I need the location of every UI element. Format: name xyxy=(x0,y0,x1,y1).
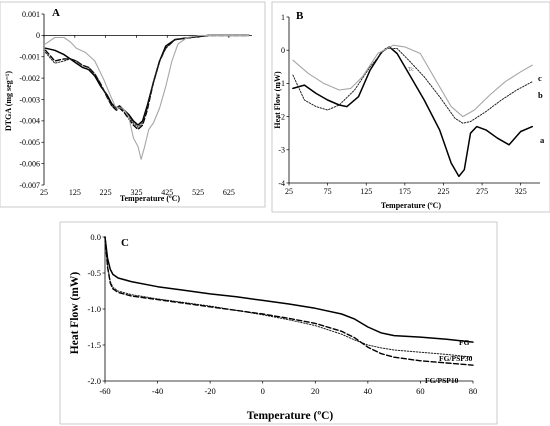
panel-b-yticks: 1 0 -1 -2 -3 -4 xyxy=(278,13,289,188)
series-line-fg-psp30 xyxy=(104,236,474,358)
panel-a-xlabel: Temperature (ºC) xyxy=(120,194,181,203)
panel-a-yticks: 0.001 0 -0.001 -0.002 -0.003 -0.004 -0.005 -0.0… xyxy=(19,10,44,190)
y-tick-label: -4 xyxy=(278,179,285,188)
series-line-fg-psp10 xyxy=(104,236,474,366)
panel-a-label: A xyxy=(52,7,60,19)
series-line-c xyxy=(292,44,533,118)
series-line-3 xyxy=(45,34,250,128)
panel-b-ylabel: Heat Flow (mW) xyxy=(273,71,282,129)
x-tick-label: 75 xyxy=(324,187,332,196)
panel-b-label: B xyxy=(296,10,304,22)
panel-c-xlabel: Temperature (ºC) xyxy=(247,410,334,422)
x-tick-label: 225 xyxy=(437,187,449,196)
series-line-a xyxy=(292,46,534,178)
series-label-fg-psp30: FG/PSP30 xyxy=(439,354,473,363)
series-label-b: b xyxy=(538,90,543,100)
panel-c-ylabel: Heat Flow (mW) xyxy=(69,272,81,355)
panel-c-label: C xyxy=(121,237,129,249)
x-tick-label: -40 xyxy=(152,386,163,396)
y-tick-label: 0 xyxy=(281,46,285,55)
panel-c-frame xyxy=(59,221,498,425)
y-tick-label: -0.003 xyxy=(19,95,40,104)
y-tick-label: 1 xyxy=(281,13,285,22)
x-tick-label: 60 xyxy=(416,386,425,396)
y-tick-label: -0.002 xyxy=(19,74,40,83)
y-tick-label: -0.007 xyxy=(19,181,40,190)
x-tick-label: 625 xyxy=(223,188,235,197)
panel-c-series xyxy=(104,236,474,366)
panel-a-frame xyxy=(0,1,266,208)
y-tick-label: -3 xyxy=(278,146,285,155)
panel-a-series xyxy=(44,34,250,160)
y-tick-label: -0.5 xyxy=(88,268,101,278)
panel-b-series-labels: a bc xyxy=(538,73,545,145)
x-tick-label: 25 xyxy=(285,187,293,196)
panel-b-series xyxy=(292,44,534,178)
y-tick-label: -1.0 xyxy=(88,304,101,314)
panel-c-series-labels: FG FG/PSP30 FG/PSP10 xyxy=(425,338,473,385)
series-line-4 xyxy=(44,34,250,160)
series-line-2 xyxy=(44,34,250,131)
panel-b-tc-annotation: Tc xyxy=(408,67,414,73)
x-tick-label: 325 xyxy=(130,188,142,197)
y-tick-label: -2 xyxy=(278,112,285,121)
panel-b: B 10-1-2-3-4 25 75 125 175 225 275 325 abc Tc … xyxy=(271,1,550,213)
x-tick-label: 525 xyxy=(192,188,204,197)
x-tick-label: 40 xyxy=(364,386,373,396)
panel-c-xticks: -60 -40 -20 0 20 40 60 80 xyxy=(99,381,477,396)
y-tick-label: 0.001 xyxy=(22,10,40,19)
series-label-fg-psp10: FG/PSP10 xyxy=(425,376,459,385)
x-tick-label: 125 xyxy=(69,188,81,197)
y-tick-label: -0.004 xyxy=(19,117,40,126)
x-tick-label: 425 xyxy=(161,188,173,197)
series-label-c: c xyxy=(538,73,542,83)
series-label-a: a xyxy=(540,135,545,145)
panel-a-xticks: 25 125 225 325 425 525 625 xyxy=(40,35,235,197)
x-tick-label: 80 xyxy=(469,386,478,396)
y-tick-label: -1 xyxy=(278,79,285,88)
y-tick-label: 0.0 xyxy=(90,232,101,242)
x-tick-label: 225 xyxy=(100,188,112,197)
y-tick-label: -0.005 xyxy=(19,138,40,147)
x-tick-label: 325 xyxy=(515,187,527,196)
y-tick-label: -2.0 xyxy=(88,376,101,386)
y-tick-label: 0 xyxy=(36,31,40,40)
panel-c: C 0.0 -0.5 -1.0 -1.5 -2.0 -60 -40 -20 0 20 40 60 80… xyxy=(59,221,498,425)
series-line-fg xyxy=(104,236,474,343)
x-tick-label: 125 xyxy=(360,187,372,196)
panel-b-xticks: 25 75 125 175 225 275 325 xyxy=(285,183,527,196)
series-label-fg: FG xyxy=(459,338,470,347)
panel-b-xlabel: Temperature (ºC) xyxy=(381,201,442,210)
panel-c-yticks: 0.0 -0.5 -1.0 -1.5 -2.0 xyxy=(88,232,105,386)
y-tick-label: -1.5 xyxy=(88,340,101,350)
x-tick-label: -20 xyxy=(204,386,215,396)
x-tick-label: -60 xyxy=(99,386,110,396)
series-line-b xyxy=(292,48,533,124)
y-tick-label: -0.001 xyxy=(19,53,40,62)
x-tick-label: 275 xyxy=(476,187,488,196)
panel-a-ylabel: DTGA (mg seg⁻¹) xyxy=(4,71,13,131)
x-tick-label: 20 xyxy=(311,386,320,396)
panel-b-frame xyxy=(271,1,550,213)
x-tick-label: 175 xyxy=(399,187,411,196)
y-tick-label: -0.006 xyxy=(19,159,40,168)
x-tick-label: 25 xyxy=(40,188,48,197)
x-tick-label: 0 xyxy=(261,386,265,396)
panel-a: A 0.001 0 -0.001 -0.002 -0.003 -0.004 -0.005 -0… xyxy=(0,1,266,208)
